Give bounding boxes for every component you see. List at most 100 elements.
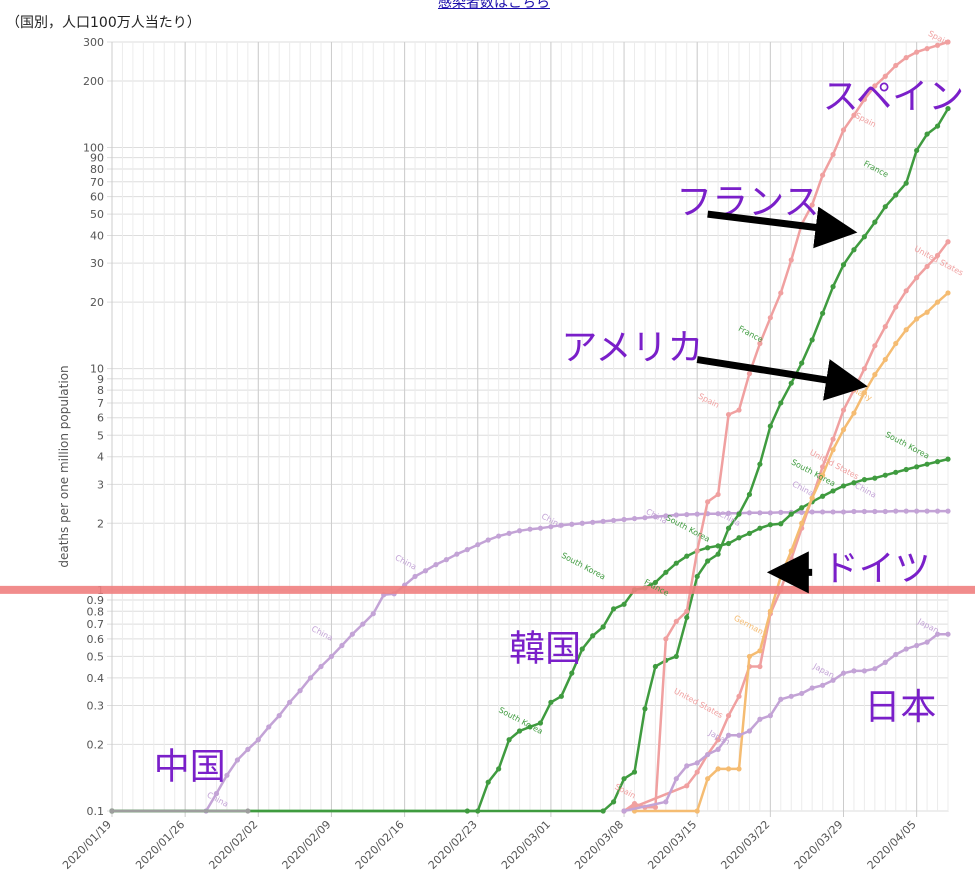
- data-point: [527, 724, 533, 730]
- data-point: [694, 573, 700, 580]
- data-point: [736, 535, 742, 541]
- data-point: [934, 459, 941, 465]
- data-point: [799, 690, 805, 697]
- data-point: [652, 514, 659, 520]
- data-point: [694, 511, 700, 517]
- data-point: [746, 491, 753, 498]
- data-point: [527, 526, 533, 532]
- data-point: [945, 105, 951, 112]
- data-point: [851, 508, 857, 515]
- x-tick-label: 2020/02/23: [426, 818, 480, 872]
- data-point: [799, 505, 805, 511]
- y-tick-label: 0.8: [87, 605, 105, 618]
- data-point: [496, 533, 502, 539]
- data-point: [788, 693, 794, 699]
- data-point: [663, 569, 669, 575]
- data-point: [830, 284, 836, 290]
- data-point: [788, 548, 794, 554]
- y-tick-label: 0.4: [87, 672, 105, 685]
- data-point: [778, 521, 784, 527]
- data-point: [799, 509, 805, 515]
- country-annotation: 日本: [864, 687, 936, 728]
- data-point: [642, 706, 648, 712]
- data-point: [516, 528, 523, 534]
- data-point: [893, 62, 899, 69]
- data-point: [558, 693, 564, 699]
- data-point: [705, 558, 711, 564]
- series-inline-label: Spain: [697, 392, 721, 410]
- data-point: [569, 670, 575, 676]
- data-point: [485, 779, 491, 785]
- data-point: [224, 772, 230, 778]
- data-point: [830, 509, 836, 515]
- x-tick-label: 2020/01/19: [60, 818, 114, 872]
- data-point: [934, 42, 941, 48]
- data-point: [590, 519, 596, 525]
- data-point: [109, 808, 115, 814]
- data-point: [684, 511, 690, 518]
- data-point: [799, 520, 805, 526]
- x-tick-label: 2020/01/26: [133, 818, 187, 872]
- y-tick-label: 0.7: [87, 618, 105, 631]
- data-point: [767, 522, 773, 528]
- data-point: [328, 653, 335, 660]
- series-inline-label: China: [791, 479, 815, 498]
- country-annotation: 中国: [154, 747, 226, 788]
- x-tick-label: 2020/03/22: [718, 818, 772, 872]
- data-point: [809, 685, 815, 691]
- data-point: [631, 769, 638, 775]
- data-point: [914, 642, 920, 649]
- data-point: [934, 299, 941, 305]
- y-tick-label: 90: [90, 152, 104, 165]
- data-point: [893, 651, 899, 658]
- data-point: [715, 766, 721, 772]
- data-point: [840, 427, 847, 433]
- data-point: [621, 776, 627, 782]
- data-point: [736, 732, 742, 738]
- data-point: [715, 737, 721, 743]
- data-point: [914, 464, 920, 470]
- data-point: [767, 315, 773, 321]
- data-point: [767, 423, 773, 429]
- infections-link[interactable]: 感染者数はこちら: [438, 0, 550, 11]
- data-point: [934, 252, 941, 259]
- data-point: [882, 659, 888, 665]
- y-tick-label: 2: [97, 517, 104, 530]
- x-tick-label: 2020/04/05: [865, 818, 919, 872]
- data-point: [234, 757, 240, 763]
- series-inline-label: Germany: [732, 613, 769, 638]
- data-point: [631, 515, 638, 522]
- data-point: [746, 530, 753, 536]
- annotation-arrow: [707, 206, 858, 249]
- data-point: [872, 666, 878, 672]
- data-point: [788, 257, 794, 263]
- data-point: [600, 624, 606, 630]
- data-point: [579, 646, 585, 652]
- data-point: [339, 642, 345, 649]
- data-point: [757, 663, 763, 670]
- data-point: [611, 517, 617, 524]
- data-point: [725, 540, 732, 547]
- data-point: [903, 288, 909, 294]
- data-point: [861, 668, 868, 674]
- data-point: [757, 525, 763, 531]
- data-point: [569, 521, 575, 527]
- data-point: [820, 509, 826, 515]
- data-point: [830, 488, 836, 494]
- data-point: [924, 639, 930, 645]
- y-tick-label: 0.1: [87, 805, 105, 818]
- data-point: [705, 751, 711, 758]
- y-tick-label: 8: [97, 384, 104, 397]
- series-inline-label: United States: [672, 687, 724, 720]
- data-point: [307, 675, 314, 681]
- series-inline-label: Japan: [811, 661, 836, 680]
- data-point: [454, 551, 460, 557]
- data-point: [851, 410, 857, 416]
- y-tick-label: 4: [97, 451, 104, 464]
- data-point: [914, 508, 920, 514]
- y-tick-label: 10: [90, 363, 104, 376]
- data-point: [715, 551, 721, 557]
- country-annotation: 韓国: [509, 628, 581, 669]
- data-point: [882, 356, 888, 363]
